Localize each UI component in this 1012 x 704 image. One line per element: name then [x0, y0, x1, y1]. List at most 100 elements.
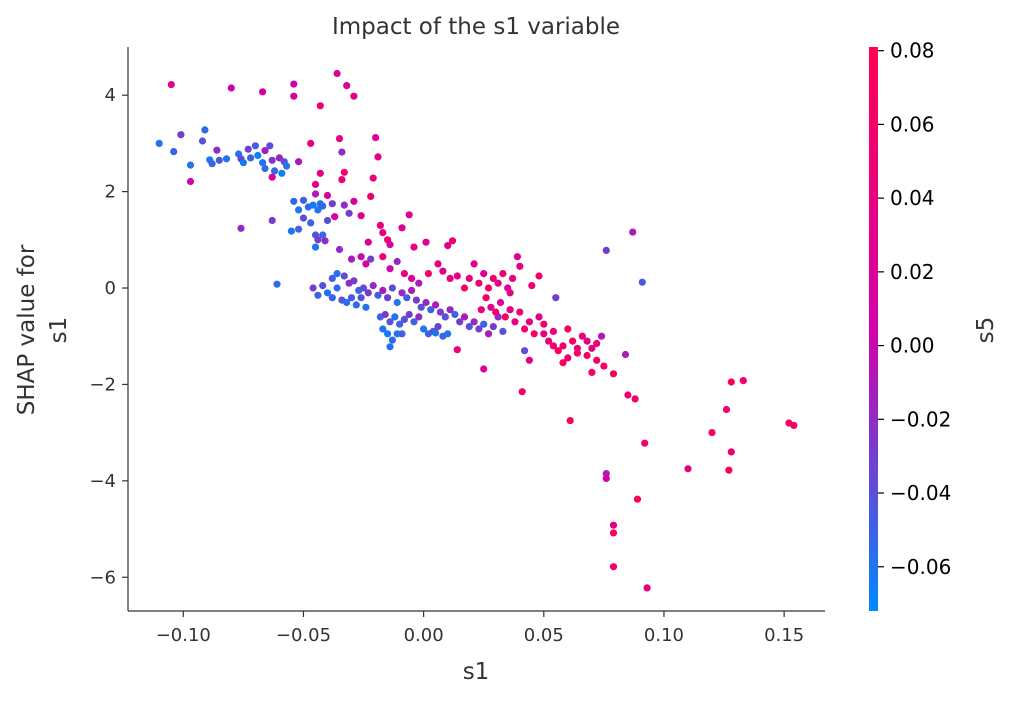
scatter-point: [393, 298, 401, 307]
scatter-point: [446, 306, 454, 314]
scatter-point: [487, 303, 495, 311]
scatter-point: [451, 310, 459, 319]
scatter-point: [335, 245, 344, 254]
y-tick-label: 2: [105, 182, 116, 203]
scatter-point: [311, 243, 320, 251]
scatter-point: [434, 260, 442, 268]
scatter-point: [398, 289, 406, 297]
chart-title: Impact of the s1 variable: [332, 14, 620, 40]
scatter-point: [347, 255, 356, 263]
colorbar-tick-label: 0.00: [890, 334, 935, 358]
scatter-point: [415, 279, 423, 287]
scatter-point: [422, 298, 430, 307]
scatter-point: [251, 142, 259, 150]
scatter-point: [367, 192, 375, 200]
scatter-point: [453, 272, 461, 280]
colorbar-tick-label: −0.02: [890, 407, 951, 431]
scatter-point: [261, 147, 269, 155]
scatter-point: [494, 279, 502, 287]
scatter-point: [511, 318, 519, 326]
scatter-point: [398, 330, 406, 338]
scatter-point: [470, 318, 478, 326]
scatter-point: [227, 84, 235, 92]
scatter-point: [501, 313, 509, 321]
scatter-point: [333, 270, 341, 278]
scatter-point: [379, 286, 387, 294]
scatter-point: [369, 174, 377, 182]
scatter-point: [319, 282, 327, 290]
colorbar-ticks: 0.08 0.06 0.04 0.02 0.00 −0.02 −0.04 −0.06: [878, 39, 951, 579]
scatter-point: [482, 294, 490, 302]
scatter-point: [489, 274, 497, 282]
scatter-point: [460, 284, 469, 292]
scatter-point: [593, 339, 601, 348]
scatter-point: [388, 284, 396, 292]
scatter-point: [521, 347, 529, 355]
scatter-point: [167, 81, 175, 89]
scatter-point: [475, 325, 483, 333]
scatter-point: [321, 237, 329, 245]
scatter-point: [725, 466, 733, 474]
scatter-point: [338, 148, 346, 156]
scatter-point: [427, 306, 435, 314]
scatter-point: [372, 134, 380, 142]
scatter-point: [475, 279, 483, 287]
scatter-point: [566, 417, 574, 425]
scatter-point: [347, 294, 356, 302]
scatter-point: [340, 201, 348, 209]
scatter-point: [343, 82, 351, 90]
scatter-point: [359, 284, 368, 292]
scatter-point: [386, 265, 394, 273]
scatter-point: [417, 303, 425, 311]
y-axis-label-line2: s1: [46, 317, 72, 344]
x-axis-ticks: −0.10 −0.05 0.00 0.05 0.10 0.15: [156, 611, 804, 646]
x-tick-label: 0.05: [524, 625, 564, 646]
scatter-point: [564, 325, 572, 333]
scatter-point: [609, 529, 618, 537]
scatter-point: [621, 350, 630, 359]
scatter-point: [460, 313, 469, 321]
scatter-point: [727, 448, 735, 456]
scatter-point: [376, 221, 384, 229]
scatter-point: [314, 206, 322, 214]
colorbar-tick-label: −0.04: [890, 481, 951, 505]
scatter-point: [410, 318, 418, 326]
scatter-point: [422, 238, 430, 246]
scatter-point: [331, 213, 339, 221]
scatter-point: [343, 298, 351, 307]
x-tick-label: −0.05: [276, 625, 331, 646]
scatter-point: [643, 584, 651, 592]
scatter-point: [170, 148, 178, 156]
scatter-point: [465, 274, 473, 282]
scatter-point: [631, 395, 639, 403]
scatter-point: [309, 284, 317, 292]
scatter-point: [393, 257, 401, 266]
scatter-point: [323, 216, 332, 225]
scatter-point: [410, 243, 418, 251]
scatter-point: [328, 274, 336, 282]
scatter-point: [307, 139, 315, 147]
scatter-point: [247, 154, 255, 162]
scatter-point: [295, 158, 303, 166]
scatter-point: [357, 294, 365, 302]
scatter-point: [379, 253, 387, 261]
scatter-point: [259, 88, 267, 96]
scatter-point: [333, 69, 341, 78]
scatter-point: [477, 306, 485, 314]
scatter-point: [446, 274, 454, 282]
colorbar-tick-label: 0.04: [890, 186, 935, 210]
scatter-point: [593, 356, 601, 364]
scatter-point: [506, 306, 514, 314]
scatter-point: [215, 156, 223, 164]
scatter-point: [362, 260, 370, 268]
scatter-point: [208, 160, 216, 168]
scatter-point: [552, 294, 560, 302]
scatter-point: [316, 102, 324, 110]
y-axis-ticks: 4 2 0 −2 −4 −6: [89, 85, 128, 588]
scatter-point: [453, 346, 461, 354]
scatter-point: [311, 180, 320, 188]
scatter-point: [381, 310, 389, 319]
scatter-point: [278, 169, 286, 177]
scatter-point: [328, 200, 336, 208]
